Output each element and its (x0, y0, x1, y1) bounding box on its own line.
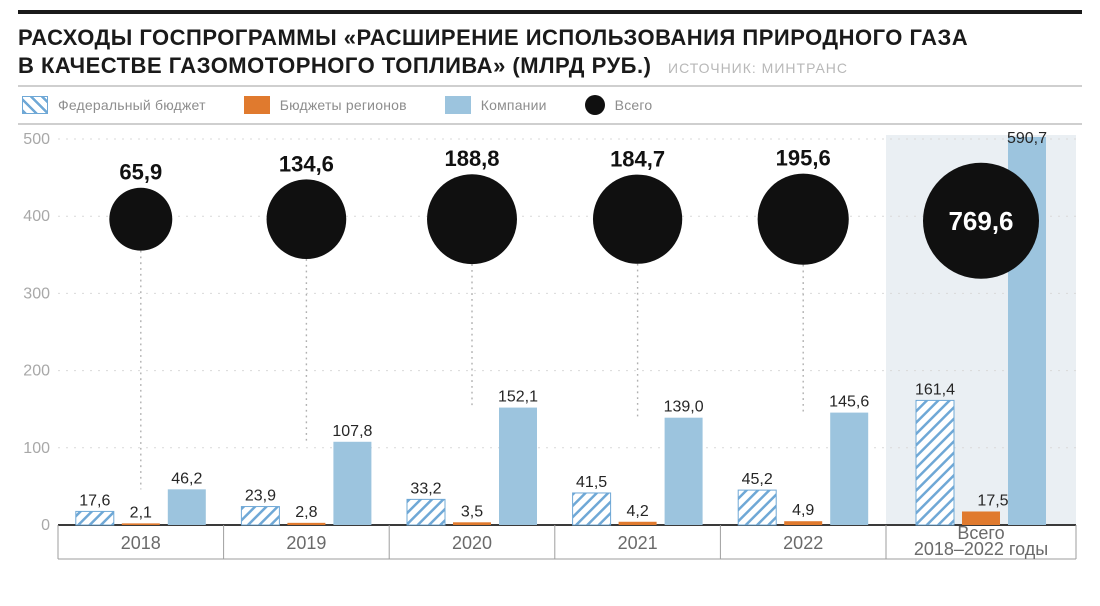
chart-source: ИСТОЧНИК: МИНТРАНС (668, 60, 848, 76)
svg-text:46,2: 46,2 (171, 470, 202, 487)
svg-text:500: 500 (23, 131, 50, 148)
bar-companies (665, 418, 703, 525)
svg-text:4,2: 4,2 (626, 503, 648, 520)
bar-companies (499, 408, 537, 525)
svg-text:17,6: 17,6 (79, 492, 110, 509)
svg-text:65,9: 65,9 (119, 160, 162, 185)
legend-label-companies: Компании (481, 97, 547, 113)
legend-label-federal: Федеральный бюджет (58, 97, 206, 113)
chart-area: 0 100 200 300 400 500 17,6 2,1 46,2 65,9 2018 23,9 2… (18, 131, 1082, 571)
legend-swatch-companies (445, 96, 471, 114)
svg-text:17,5: 17,5 (977, 492, 1008, 509)
bar-federal (76, 511, 114, 525)
legend-label-total: Всего (615, 97, 653, 113)
bar-regional (619, 522, 657, 525)
svg-text:41,5: 41,5 (576, 474, 607, 491)
bar-federal (241, 507, 279, 525)
legend-swatch-regional (244, 96, 270, 114)
total-bubble (758, 174, 849, 265)
legend-swatch-total (585, 95, 605, 115)
svg-text:184,7: 184,7 (610, 147, 665, 172)
svg-text:145,6: 145,6 (829, 394, 869, 411)
total-bubble (593, 175, 682, 264)
title-line-1: РАСХОДЫ ГОСПРОГРАММЫ «РАСШИРЕНИЕ ИСПОЛЬЗ… (18, 24, 1082, 52)
legend-item-federal: Федеральный бюджет (22, 96, 206, 114)
legend-label-regional: Бюджеты регионов (280, 97, 407, 113)
total-bubble (427, 174, 517, 264)
svg-text:0: 0 (41, 517, 50, 534)
bar-regional (287, 523, 325, 525)
svg-text:23,9: 23,9 (245, 488, 276, 505)
svg-text:161,4: 161,4 (915, 381, 955, 398)
svg-text:134,6: 134,6 (279, 151, 334, 176)
svg-text:4,9: 4,9 (792, 502, 814, 519)
bar-federal (738, 490, 776, 525)
svg-text:107,8: 107,8 (332, 423, 372, 440)
legend-item-regional: Бюджеты регионов (244, 96, 407, 114)
svg-text:45,2: 45,2 (742, 471, 773, 488)
svg-text:400: 400 (23, 208, 50, 225)
svg-text:188,8: 188,8 (444, 146, 499, 171)
legend: Федеральный бюджет Бюджеты регионов Комп… (18, 85, 1082, 125)
bar-federal (407, 499, 445, 525)
svg-text:769,6: 769,6 (948, 206, 1013, 236)
svg-text:2018–2022 годы: 2018–2022 годы (914, 539, 1048, 559)
bar-regional (122, 523, 160, 525)
total-bubble (267, 179, 347, 259)
svg-text:2021: 2021 (618, 533, 658, 553)
bar-companies (168, 489, 206, 525)
svg-text:300: 300 (23, 285, 50, 302)
bar-companies (333, 442, 371, 525)
svg-text:152,1: 152,1 (498, 389, 538, 406)
svg-text:200: 200 (23, 363, 50, 380)
bar-federal (573, 493, 611, 525)
legend-item-companies: Компании (445, 96, 547, 114)
chart-title: РАСХОДЫ ГОСПРОГРАММЫ «РАСШИРЕНИЕ ИСПОЛЬЗ… (18, 24, 1082, 79)
svg-text:2019: 2019 (286, 533, 326, 553)
top-rule (18, 10, 1082, 14)
svg-text:195,6: 195,6 (776, 146, 831, 171)
bar-regional (784, 521, 822, 525)
svg-text:2,8: 2,8 (295, 504, 317, 521)
svg-text:3,5: 3,5 (461, 503, 483, 520)
total-bubble (109, 188, 172, 251)
bar-companies (830, 413, 868, 525)
chart-svg: 0 100 200 300 400 500 17,6 2,1 46,2 65,9 2018 23,9 2… (18, 131, 1082, 581)
title-line-2: В КАЧЕСТВЕ ГАЗОМОТОРНОГО ТОПЛИВА» (МЛРД … (18, 53, 651, 78)
svg-text:2020: 2020 (452, 533, 492, 553)
bar-federal (916, 400, 954, 525)
svg-text:590,7: 590,7 (1007, 131, 1047, 147)
svg-text:139,0: 139,0 (664, 399, 704, 416)
legend-item-total: Всего (585, 95, 653, 115)
bar-regional (453, 522, 491, 525)
svg-text:100: 100 (23, 440, 50, 457)
svg-text:2022: 2022 (783, 533, 823, 553)
svg-text:33,2: 33,2 (410, 480, 441, 497)
svg-text:2018: 2018 (121, 533, 161, 553)
legend-swatch-federal (22, 96, 48, 114)
svg-text:2,1: 2,1 (130, 504, 152, 521)
